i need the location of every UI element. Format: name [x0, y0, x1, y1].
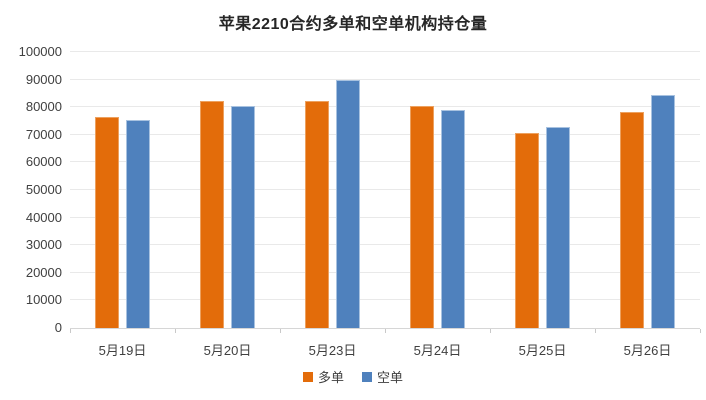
bar-short	[651, 95, 675, 328]
gridline	[70, 299, 700, 301]
axis-tick	[280, 329, 281, 333]
y-tick-label: 0	[54, 320, 62, 335]
y-tick-label: 50000	[25, 182, 62, 197]
plot-area	[70, 51, 700, 329]
gridline	[70, 161, 700, 163]
axis-tick	[385, 329, 386, 333]
x-tick-label: 5月25日	[518, 343, 567, 358]
legend-swatch-short	[362, 371, 372, 382]
y-tick-label: 40000	[25, 209, 62, 225]
bar-short	[231, 106, 255, 328]
gridline	[70, 51, 700, 52]
gridline	[70, 189, 700, 190]
gridline	[70, 216, 700, 218]
axis-tick	[700, 329, 701, 333]
y-tick-label: 30000	[25, 237, 62, 253]
bar-long	[410, 106, 434, 328]
bar-short	[126, 119, 150, 328]
bar-long	[620, 111, 644, 328]
y-tick-label: 20000	[25, 264, 62, 280]
x-tick-label: 5月24日	[413, 343, 462, 358]
axis-tick	[490, 329, 491, 333]
gridline	[70, 271, 700, 273]
legend-item-long: 多单	[302, 367, 344, 386]
y-tick-label: 10000	[25, 292, 62, 308]
y-tick-label: 60000	[25, 154, 62, 170]
y-tick-label: 100000	[18, 44, 62, 59]
axis-tick	[595, 329, 596, 333]
gridline	[70, 133, 700, 135]
axis-tick	[175, 329, 176, 333]
legend-label-long: 多单	[317, 370, 344, 385]
bar-long	[200, 100, 224, 328]
bar-short	[546, 127, 570, 328]
x-tick-label: 5月23日	[308, 343, 357, 358]
legend-swatch-long	[302, 371, 313, 382]
y-tick-label: 90000	[25, 71, 62, 87]
gridline	[70, 78, 700, 80]
bar-long	[305, 100, 329, 328]
y-tick-label: 70000	[25, 126, 62, 142]
gridline	[70, 106, 700, 108]
bar-short	[441, 110, 465, 328]
x-tick-label: 5月26日	[623, 343, 672, 358]
bar-long	[95, 116, 119, 328]
legend-item-short: 空单	[362, 367, 403, 386]
axis-tick	[70, 329, 71, 333]
gridline	[70, 244, 700, 246]
bar-short	[336, 79, 360, 328]
y-tick-label: 80000	[25, 99, 62, 115]
legend: 多单 空单	[0, 367, 706, 386]
chart-title: 苹果2210合约多单和空单机构持仓量	[218, 16, 488, 33]
x-tick-label: 5月19日	[98, 343, 147, 358]
bar-long	[515, 132, 539, 328]
legend-label-short: 空单	[377, 370, 404, 385]
x-tick-label: 5月20日	[203, 343, 252, 358]
